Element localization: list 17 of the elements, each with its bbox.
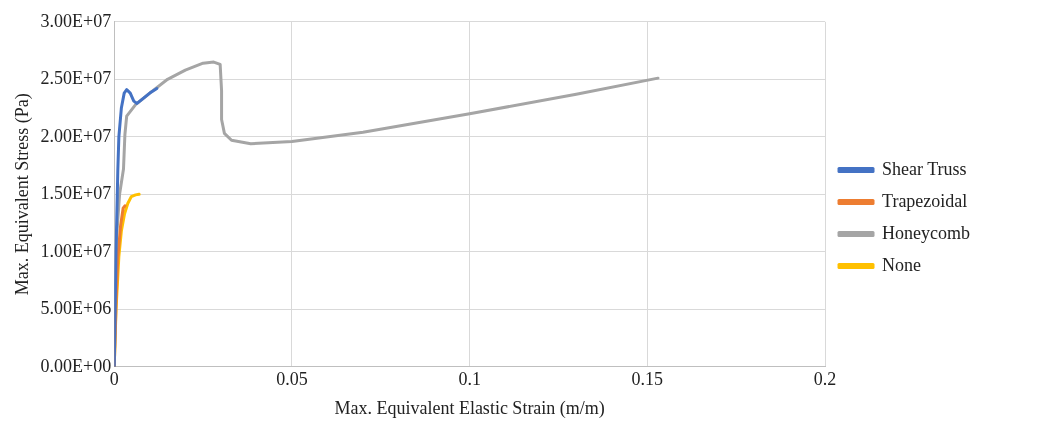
y-tick-label: 1.50E+07: [40, 183, 112, 204]
x-tick-label: 0: [109, 369, 119, 390]
y-tick-label: 3.00E+07: [40, 10, 112, 31]
x-tick-label: 0.1: [458, 369, 481, 390]
legend-label: None: [882, 254, 922, 275]
legend-label: Trapezoidal: [882, 190, 968, 211]
x-tick-label: 0.2: [813, 369, 837, 390]
y-tick-label: 1.00E+07: [40, 240, 112, 261]
y-tick-label: 5.00E+06: [40, 298, 112, 319]
y-tick-label: 2.00E+07: [40, 125, 112, 146]
x-tick-label: 0.15: [631, 369, 664, 390]
x-axis-title: Max. Equivalent Elastic Strain (m/m): [334, 397, 605, 419]
legend-label: Honeycomb: [882, 222, 971, 243]
y-axis-title: Max. Equivalent Stress (Pa): [11, 93, 33, 296]
legend-label: Shear Truss: [882, 158, 967, 179]
y-tick-label: 2.50E+07: [40, 68, 112, 89]
x-tick-label: 0.05: [276, 369, 308, 390]
